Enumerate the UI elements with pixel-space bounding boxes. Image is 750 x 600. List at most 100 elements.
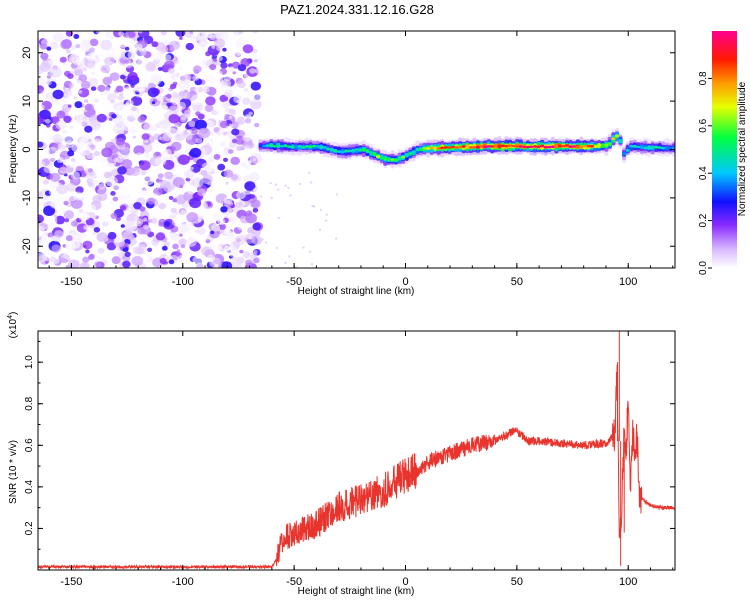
noise-blob [254,54,262,60]
noise-blob [46,146,59,157]
noise-blob [39,62,52,72]
x-tick-label: 100 [619,576,637,588]
noise-blob [210,230,215,235]
noise-blob [205,96,216,106]
noise-blob [108,117,113,121]
noise-blob [83,225,89,230]
ridge-segment [664,146,669,150]
noise-blob [147,87,159,98]
noise-blob [92,231,97,236]
noise-blob [112,196,119,202]
noise-blob [68,83,74,88]
noise-blob [221,101,230,109]
noise-blob [60,39,72,50]
noise-blob [220,206,228,213]
ridge-segment [458,145,463,149]
noise-blob [169,46,176,52]
noise-blob [163,60,175,70]
noise-blob [114,52,121,57]
ridge-segment [582,144,587,148]
noise-blob [171,141,182,151]
x-tick-label: -50 [286,276,302,288]
noise-blob [205,51,211,57]
noise-blob [217,218,226,225]
noise-blob [189,31,194,34]
sparse-dot [259,195,263,198]
snr-series-line [38,364,675,570]
noise-blob [109,72,120,81]
noise-blob [189,197,202,209]
noise-blob [183,233,187,237]
noise-blob [64,35,69,39]
noise-blob [133,202,142,210]
noise-blob [170,232,180,241]
noise-blob [96,31,100,34]
sparse-dot [298,182,301,186]
noise-blob [179,36,183,40]
colorbar-label: Normalized spectral amplitude [737,81,748,216]
noise-blob [178,224,189,233]
noise-blob [168,195,174,200]
noise-blob [161,245,168,251]
ridge-segment [436,147,441,150]
noise-blob [223,74,232,82]
noise-blob [42,179,50,185]
noise-blob [75,44,81,49]
noise-blob [82,66,88,72]
noise-blob [199,202,208,210]
noise-blob [46,80,52,86]
noise-blob [76,79,82,85]
noise-blob [177,254,189,264]
noise-blob [208,188,213,193]
noise-blob [244,181,256,191]
noise-blob [100,64,111,74]
ridge-segment [390,158,395,161]
noise-blob [130,167,141,177]
noise-blob [128,227,134,232]
ridge-segment [336,150,342,153]
noise-blob [74,233,86,244]
noise-blob [197,227,206,235]
snr-multiplier-base: (x10 [8,318,19,338]
noise-blob [192,255,203,265]
noise-blob [134,82,146,93]
noise-blob [229,109,237,115]
noise-blob [118,39,128,49]
noise-blob [250,199,261,209]
noise-blob [169,154,176,160]
noise-blob [160,31,167,36]
noise-blob [125,86,130,91]
colorbar-tick-label: 0.8 [698,71,709,85]
ridge-segment [586,144,591,148]
spectrogram-y-ticks: -20 -10 0 10 20 [21,47,675,254]
noise-blob [213,33,219,39]
noise-blob [97,247,105,254]
noise-blob [69,57,75,62]
ridge-segment [465,146,470,149]
ridge-segment [529,145,534,149]
noise-blob [55,215,65,225]
noise-blob [62,129,67,134]
noise-blob [49,172,61,182]
ridge-segment [472,146,477,149]
noise-blob [68,186,74,191]
noise-blob [248,236,253,240]
noise-blob [223,169,234,178]
noise-blob [124,59,129,64]
ridge-segment [447,146,452,149]
noise-blob [236,116,246,125]
noise-blob [151,101,156,105]
noise-blob [242,97,251,106]
noise-blob [192,65,202,73]
noise-blob [219,80,229,88]
noise-blob [81,80,91,90]
noise-blob [229,44,235,49]
ridge-segment [593,145,598,148]
noise-blob [217,163,226,171]
noise-blob [160,104,168,112]
noise-blob [212,70,223,80]
noise-blob [106,242,117,251]
noise-blob [46,225,54,232]
noise-blob [107,99,115,107]
noise-blob [96,232,108,242]
